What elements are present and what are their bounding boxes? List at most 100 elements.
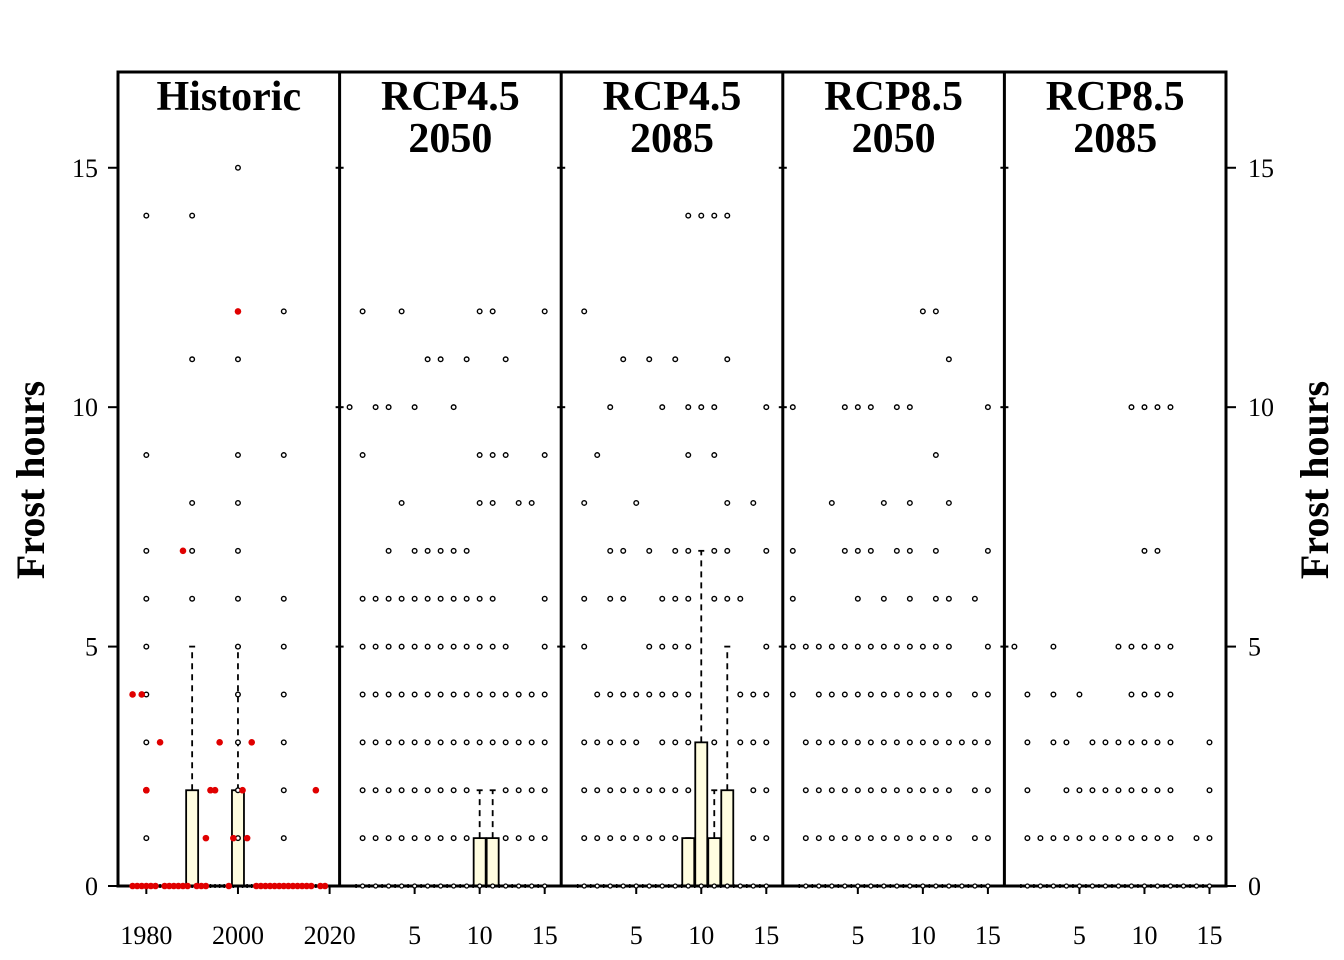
outlier-point	[919, 643, 926, 650]
outlier-point	[385, 835, 392, 842]
outlier-point	[234, 164, 241, 171]
outlier-point	[398, 499, 405, 506]
historic-red-point	[216, 739, 223, 746]
historic-red-point	[202, 882, 210, 890]
outlier-point	[828, 691, 835, 698]
outlier-point	[880, 787, 887, 794]
outlier-point	[816, 883, 822, 889]
outlier-point	[633, 883, 639, 889]
outlier-point	[234, 691, 241, 698]
outlier-point	[919, 739, 926, 746]
outlier-point	[659, 595, 666, 602]
outlier-point	[724, 595, 731, 602]
outlier-point	[893, 547, 900, 554]
outlier-point	[581, 739, 588, 746]
outlier-point	[1063, 787, 1070, 794]
outlier-point	[1154, 835, 1161, 842]
x-tick-label: 5	[630, 921, 643, 950]
outlier-point	[607, 787, 614, 794]
outlier-point	[855, 883, 861, 889]
outlier-point	[529, 883, 535, 889]
box	[485, 837, 500, 887]
outlier-point	[750, 499, 757, 506]
outlier-point	[490, 883, 496, 889]
outlier-point	[881, 883, 887, 889]
outlier-point	[594, 691, 601, 698]
outlier-point	[984, 404, 991, 411]
outlier-point	[463, 643, 470, 650]
outlier-point	[385, 547, 392, 554]
outlier-point	[633, 691, 640, 698]
outlier-point	[1024, 883, 1031, 889]
outlier-point	[685, 739, 692, 746]
outlier-point	[1076, 691, 1083, 698]
outlier-point	[438, 883, 444, 889]
outlier-point	[763, 547, 770, 554]
outlier-point	[633, 739, 640, 746]
outlier-point	[437, 643, 444, 650]
outlier-point	[476, 691, 483, 698]
historic-red-point	[252, 882, 260, 890]
outlier-point	[724, 356, 731, 363]
outlier-point	[450, 547, 457, 554]
outlier-point	[802, 835, 809, 842]
outlier-point	[932, 452, 939, 459]
outlier-point	[373, 883, 379, 889]
y-tick-label-right: 5	[1248, 633, 1261, 662]
outlier-point	[802, 739, 809, 746]
x-tick-label: 2020	[304, 921, 356, 950]
outlier-point	[581, 308, 588, 315]
outlier-point	[659, 643, 666, 650]
outlier-point	[750, 835, 757, 842]
outlier-point	[541, 643, 548, 650]
outlier-point	[1154, 787, 1161, 794]
outlier-point	[971, 835, 978, 842]
outlier-point	[359, 739, 366, 746]
outlier-point	[659, 691, 666, 698]
outlier-point	[867, 691, 874, 698]
outlier-point	[502, 356, 509, 363]
y-tick-label-left: 5	[85, 633, 98, 662]
historic-red-point	[239, 786, 246, 794]
outlier-point	[893, 835, 900, 842]
historic-red-point	[138, 691, 146, 698]
outlier-point	[763, 787, 770, 794]
x-tick-label: 10	[910, 921, 936, 950]
outlier-point	[815, 739, 822, 746]
outlier-point	[411, 547, 418, 554]
outlier-point	[919, 835, 926, 842]
outlier-point	[1128, 404, 1135, 411]
outlier-point	[711, 404, 718, 411]
outlier-point	[868, 883, 874, 889]
outlier-point	[437, 691, 444, 698]
outlier-point	[385, 404, 392, 411]
outlier-point	[372, 404, 379, 411]
outlier-point	[424, 356, 431, 363]
outlier-point	[411, 739, 418, 746]
outlier-point	[1154, 691, 1161, 698]
historic-red-point	[202, 834, 210, 842]
outlier-point	[1115, 835, 1122, 842]
outlier-point	[1115, 739, 1122, 746]
outlier-point	[620, 595, 627, 602]
outlier-point	[672, 691, 679, 698]
x-tick-label: 15	[753, 921, 779, 950]
historic-red-point	[262, 882, 269, 890]
outlier-point	[685, 452, 692, 459]
outlier-point	[528, 739, 535, 746]
outlier-point	[464, 883, 470, 889]
outlier-point	[489, 643, 496, 650]
outlier-point	[815, 691, 822, 698]
outlier-point	[919, 787, 926, 794]
outlier-point	[372, 835, 379, 842]
outlier-point	[971, 739, 978, 746]
outlier-point	[1011, 643, 1018, 650]
outlier-point	[477, 883, 483, 889]
historic-red-point	[193, 882, 201, 890]
outlier-point	[1076, 835, 1083, 842]
outlier-point	[920, 883, 926, 889]
outlier-point	[1128, 787, 1135, 794]
y-tick-label-right: 10	[1248, 393, 1274, 422]
outlier-point	[1089, 835, 1096, 842]
outlier-point	[463, 547, 470, 554]
